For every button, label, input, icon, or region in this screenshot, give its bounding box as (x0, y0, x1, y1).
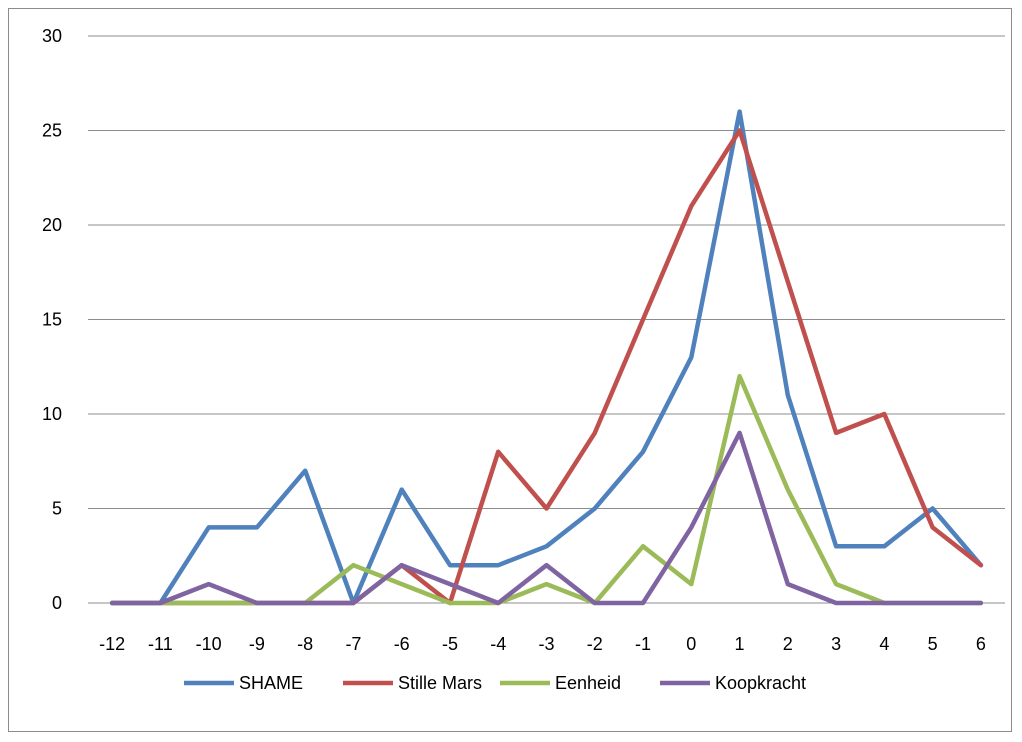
x-tick-label: -5 (442, 634, 458, 654)
y-tick-label: 30 (42, 26, 62, 46)
series-lines (109, 109, 984, 606)
x-tick-label: -4 (490, 634, 506, 654)
x-tick-label: -2 (587, 634, 603, 654)
x-tick-label: 4 (879, 634, 889, 654)
legend-label: Stille Mars (398, 673, 482, 693)
x-tick-label: -12 (99, 634, 125, 654)
x-tick-label: -10 (196, 634, 222, 654)
y-tick-label: 20 (42, 215, 62, 235)
x-axis-tick-labels: -12 -11 -10 -9 -8 -7 -6 -5 -4 -3 -2 -1 0 1 2 3 4 5 6 (99, 634, 986, 654)
legend-item: Koopkracht (660, 673, 806, 693)
x-tick-label: -7 (345, 634, 361, 654)
x-tick-label: -11 (148, 634, 173, 654)
x-tick-label: 0 (686, 634, 696, 654)
x-tick-label: -1 (635, 634, 651, 654)
x-tick-label: -9 (249, 634, 265, 654)
chart-frame (8, 8, 1012, 732)
legend-label: Eenheid (555, 673, 621, 693)
y-axis-tick-labels: 0 5 10 15 20 25 30 (42, 26, 62, 613)
x-tick-label: -8 (297, 634, 313, 654)
y-tick-label: 25 (42, 121, 62, 141)
legend-item: SHAME (184, 673, 303, 693)
x-tick-label: 1 (735, 634, 745, 654)
series-line-eenheid (109, 373, 984, 606)
x-tick-label: 5 (928, 634, 938, 654)
y-tick-label: 0 (52, 593, 62, 613)
legend-item: Eenheid (500, 673, 621, 693)
x-tick-label: -3 (538, 634, 554, 654)
x-tick-label: -6 (394, 634, 410, 654)
x-tick-label: 6 (976, 634, 986, 654)
legend-label: SHAME (239, 673, 303, 693)
series-line-shame (109, 109, 984, 606)
x-tick-label: 2 (783, 634, 793, 654)
series-line-koopkracht (109, 430, 984, 606)
legend-label: Koopkracht (715, 673, 806, 693)
gridlines (88, 35, 1005, 509)
series-line-stille-mars (109, 128, 984, 606)
legend: SHAME Stille Mars Eenheid Koopkracht (184, 673, 806, 693)
legend-item: Stille Mars (343, 673, 482, 693)
x-tick-label: 3 (831, 634, 841, 654)
y-tick-label: 5 (52, 499, 62, 519)
y-tick-label: 10 (42, 404, 62, 424)
y-tick-label: 15 (42, 310, 62, 330)
